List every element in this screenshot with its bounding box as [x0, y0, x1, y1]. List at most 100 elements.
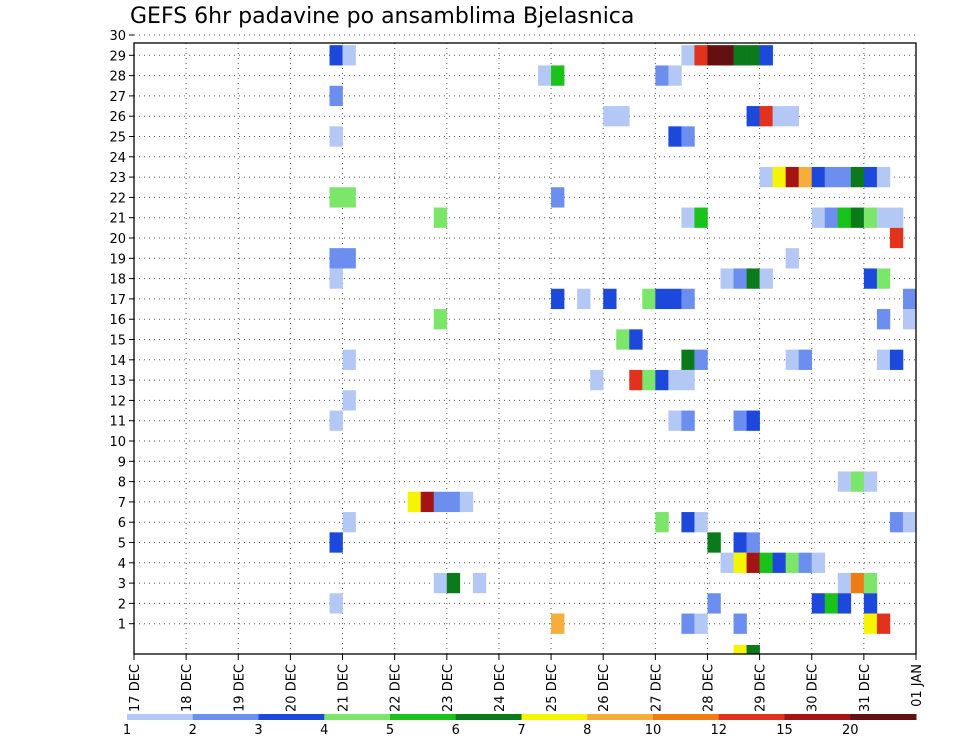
precip-cell: [433, 309, 448, 330]
legend-label: 4: [320, 723, 328, 738]
precip-cell: [720, 268, 734, 289]
precip-cell: [837, 166, 852, 188]
precip-cell: [733, 268, 747, 289]
precip-cell: [668, 369, 682, 391]
precip-cell: [655, 288, 669, 310]
legend-swatch: [850, 714, 917, 720]
legend-swatch: [390, 714, 457, 720]
precip-cell: [733, 552, 747, 573]
precip-cell: [720, 45, 734, 66]
precip-cell: [850, 166, 865, 188]
precip-cell: [863, 593, 878, 614]
legend-label: 2: [189, 723, 197, 738]
y-tick-label: 29: [109, 49, 126, 64]
legend-label: 6: [452, 723, 460, 738]
precip-cell: [733, 410, 747, 431]
x-tick-label: 17 DEC: [128, 664, 143, 712]
precip-cell: [342, 187, 356, 208]
y-tick-label: 21: [109, 212, 126, 227]
y-tick-label: 19: [109, 252, 126, 267]
precip-cell: [668, 410, 682, 431]
precip-cell: [616, 329, 630, 350]
precip-cell: [811, 593, 826, 614]
legend-label: 1: [123, 723, 131, 738]
precip-cell: [681, 410, 695, 431]
precip-cell: [824, 207, 839, 228]
precip-cell: [472, 572, 487, 594]
y-tick-label: 23: [109, 171, 126, 186]
precip-cell: [329, 85, 343, 107]
y-tick-label: 22: [109, 191, 126, 206]
precip-cell: [551, 288, 565, 310]
precip-cell: [681, 349, 695, 370]
precip-cell: [772, 166, 786, 188]
legend-label: 5: [386, 723, 394, 738]
precip-cell: [551, 187, 565, 208]
legend-label: 3: [254, 723, 262, 738]
precip-cell: [420, 491, 435, 513]
precip-cell: [551, 613, 565, 634]
precip-cell: [746, 645, 760, 654]
legend-swatch: [127, 714, 194, 720]
legend-swatch: [587, 714, 654, 720]
precip-cell: [694, 207, 708, 228]
precip-cell: [759, 166, 773, 188]
x-tick-label: 18 DEC: [180, 664, 195, 712]
precip-cell: [694, 349, 708, 370]
precip-cell: [876, 613, 891, 634]
precip-cell: [681, 45, 695, 66]
precip-cell: [759, 268, 773, 289]
precip-cell: [876, 309, 891, 330]
y-tick-label: 2: [118, 597, 126, 612]
precip-cell: [824, 593, 839, 614]
precip-cell: [889, 207, 904, 228]
precip-cell: [459, 491, 474, 513]
y-tick-label: 24: [109, 151, 126, 166]
x-tick-label: 23 DEC: [441, 664, 456, 712]
precip-cell: [329, 410, 343, 431]
y-tick-label: 12: [109, 394, 126, 409]
precip-cell: [798, 349, 813, 370]
precip-cell: [863, 572, 878, 594]
precip-cell: [863, 166, 878, 188]
precip-cell: [446, 491, 461, 513]
precip-cell: [681, 369, 695, 391]
precip-cell: [681, 126, 695, 147]
precip-cell: [876, 268, 891, 289]
x-tick-label: 01 JAN: [910, 664, 925, 707]
y-axis-ticks: 1234567891011121314151617181920212223242…: [109, 29, 134, 633]
precip-cell: [694, 613, 708, 634]
colorbar-legend: 1 2 3 4 5 6 7 8 10 12 15 20: [123, 714, 917, 738]
x-tick-label: 27 DEC: [649, 664, 664, 712]
precip-cell: [329, 532, 343, 553]
precip-cell: [876, 166, 891, 188]
x-tick-label: 29 DEC: [754, 664, 769, 712]
precip-cell: [850, 471, 865, 492]
precip-cell: [811, 207, 826, 228]
precipitation-cells: [329, 45, 917, 654]
precip-cell: [902, 288, 917, 310]
x-tick-label: 25 DEC: [545, 664, 560, 712]
precip-cell: [733, 645, 747, 654]
legend-label: 10: [645, 723, 662, 738]
precip-cell: [785, 349, 799, 370]
legend-swatch: [653, 714, 720, 720]
x-tick-label: 24 DEC: [493, 664, 508, 712]
precip-cell: [329, 248, 343, 269]
precip-cell: [746, 532, 760, 553]
precip-cell: [342, 512, 356, 533]
x-tick-label: 28 DEC: [701, 664, 716, 712]
precip-cell: [889, 349, 904, 370]
precip-cell: [850, 572, 865, 594]
precip-cell: [603, 288, 617, 310]
precip-cell: [342, 390, 356, 411]
x-tick-label: 22 DEC: [389, 664, 404, 712]
precip-cell: [668, 65, 682, 86]
precip-cell: [837, 471, 852, 492]
legend-label: 7: [517, 723, 525, 738]
y-tick-label: 4: [118, 557, 126, 572]
precip-cell: [342, 248, 356, 269]
legend-swatch: [784, 714, 851, 720]
precip-cell: [655, 369, 669, 391]
x-tick-label: 19 DEC: [232, 664, 247, 712]
